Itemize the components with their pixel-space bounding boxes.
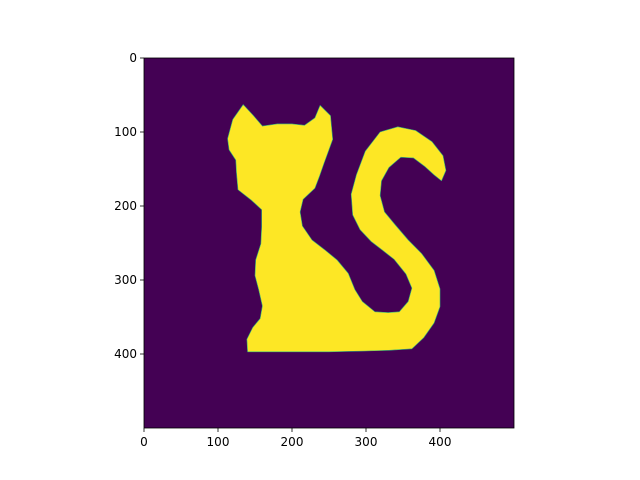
y-tick-label: 400: [114, 347, 137, 361]
y-tick-label: 0: [129, 51, 137, 65]
axes-frame: [143, 57, 515, 429]
cat-silhouette: [227, 104, 447, 353]
x-tick-label: 400: [429, 435, 452, 449]
x-axis: 0 100 200 300 400: [140, 428, 451, 449]
y-tick-label: 300: [114, 273, 137, 287]
image-plot-area: [143, 57, 515, 429]
x-tick-label: 300: [355, 435, 378, 449]
y-tick-label: 100: [114, 125, 137, 139]
x-tick-label: 200: [281, 435, 304, 449]
y-axis: 0 100 200 300 400: [114, 51, 144, 361]
y-tick-label: 200: [114, 199, 137, 213]
image-background: [144, 58, 514, 428]
x-tick-label: 100: [207, 435, 230, 449]
x-tick-label: 0: [140, 435, 148, 449]
